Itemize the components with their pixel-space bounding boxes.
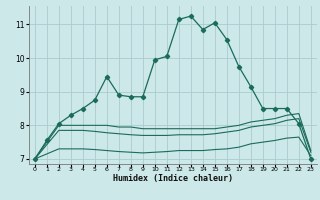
- X-axis label: Humidex (Indice chaleur): Humidex (Indice chaleur): [113, 174, 233, 183]
